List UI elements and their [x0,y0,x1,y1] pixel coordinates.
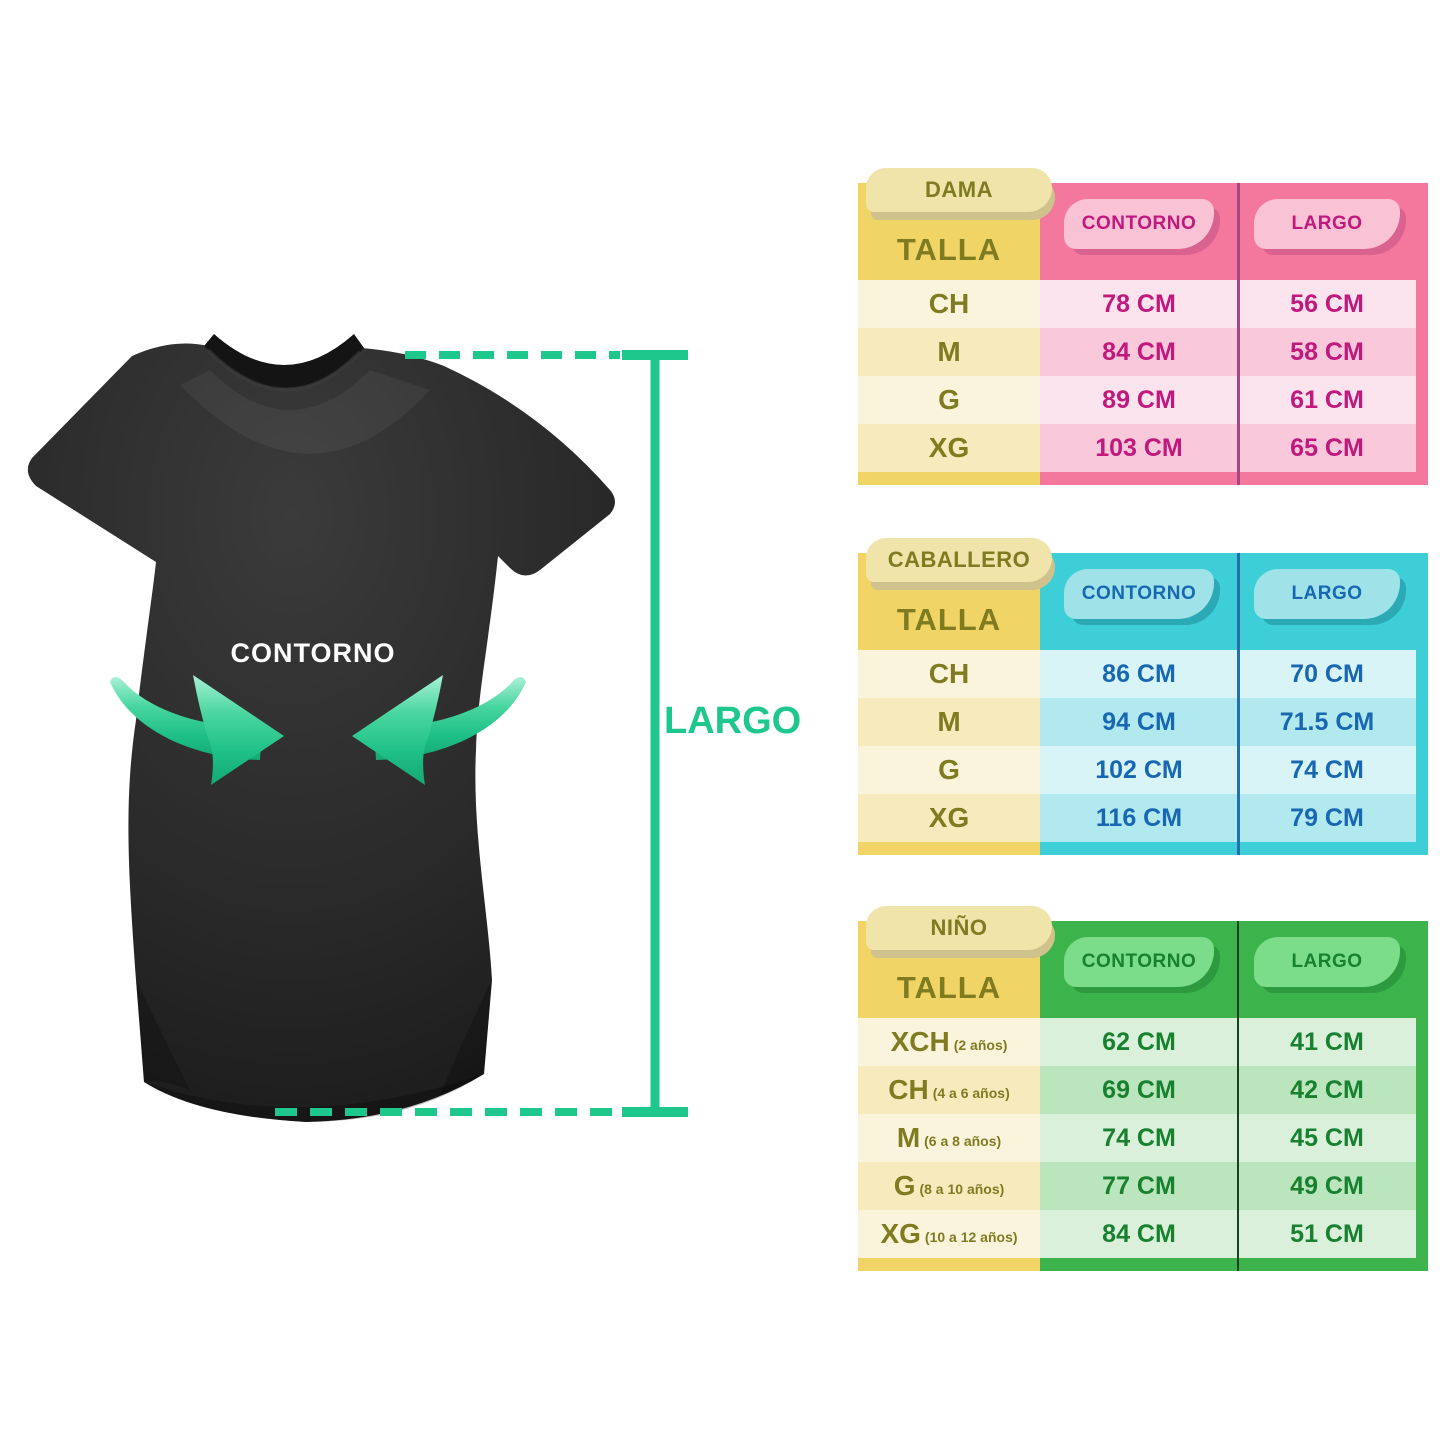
table-row: 84 CM 51 CM [1040,1210,1416,1258]
column-divider [1237,921,1239,1271]
contorno-cell: 78 CM [1102,289,1176,318]
table-row: 103 CM 65 CM [1040,424,1416,472]
table-row: 116 CM 79 CM [1040,794,1416,842]
largo-measure-line [275,350,688,1117]
contorno-cell: 77 CM [1102,1171,1176,1200]
age-label: (2 años) [953,1037,1008,1053]
largo-header-tab: LARGO [1254,569,1400,619]
talla-column: TALLA CH M G XG [858,553,1040,855]
contorno-cell: 69 CM [1102,1075,1176,1104]
table-row: 78 CM 56 CM [1040,280,1416,328]
contorno-header-tab: CONTORNO [1064,569,1214,619]
size-cell: CH [858,280,1040,328]
size-cell: M [858,328,1040,376]
size-cell: XG [858,794,1040,842]
size-cell: XCH (2 años) [858,1018,1040,1066]
contorno-cell: 102 CM [1095,755,1183,784]
age-label: (6 a 8 años) [924,1133,1002,1149]
largo-header-tab: LARGO [1254,937,1400,987]
column-divider [1237,183,1240,485]
talla-rows: CH M G XG [858,650,1040,842]
table-row: 62 CM 41 CM [1040,1018,1416,1066]
largo-cell: 61 CM [1290,385,1364,414]
largo-cell: 49 CM [1290,1171,1364,1200]
contorno-header-tab: CONTORNO [1064,937,1214,987]
size-cell: G [858,376,1040,424]
largo-cell: 56 CM [1290,289,1364,318]
age-label: (4 a 6 años) [932,1085,1010,1101]
age-label: (8 a 10 años) [919,1181,1005,1197]
contorno-cell: 89 CM [1102,385,1176,414]
group-tab-label: CABALLERO [887,547,1031,572]
group-tab-dama: DAMA [866,168,1052,212]
largo-cell: 45 CM [1290,1123,1364,1152]
shirt-contorno-label: CONTORNO [230,638,396,668]
contorno-cell: 86 CM [1102,659,1176,688]
table-row: 74 CM 45 CM [1040,1114,1416,1162]
largo-cell: 51 CM [1290,1219,1364,1248]
contorno-cell: 74 CM [1102,1123,1176,1152]
size-table-caballero: CABALLERO TALLA CH M G XG CONTORNO LARGO… [858,538,1428,855]
largo-cell: 74 CM [1290,755,1364,784]
group-tab-label: DAMA [925,177,993,202]
data-rows: 86 CM 70 CM 94 CM 71.5 CM 102 CM 74 CM 116 … [1040,650,1416,842]
group-tab-caballero: CABALLERO [866,538,1052,582]
contorno-cell: 84 CM [1102,337,1176,366]
contorno-cell: 94 CM [1102,707,1176,736]
age-label: (10 a 12 años) [924,1229,1018,1245]
data-area: CONTORNO LARGO 78 CM 56 CM 84 CM 58 CM 89 … [1040,183,1428,485]
size-cell: XG (10 a 12 años) [858,1210,1040,1258]
size-table-dama: DAMA TALLA CH M G XG CONTORNO LARGO 78 C… [858,168,1428,485]
tshirt-illustration [27,334,688,1122]
contorno-cell: 103 CM [1095,433,1183,462]
data-rows: 78 CM 56 CM 84 CM 58 CM 89 CM 61 CM 103 CM 6… [1040,280,1416,472]
largo-cell: 65 CM [1290,433,1364,462]
contorno-cell: 116 CM [1095,803,1183,832]
size-table-nino: NIÑO TALLA XCH (2 años) CH (4 a 6 años) M(… [858,906,1428,1271]
table-row: 77 CM 49 CM [1040,1162,1416,1210]
data-area: CONTORNO LARGO 86 CM 70 CM 94 CM 71.5 CM 1… [1040,553,1428,855]
table-row: 102 CM 74 CM [1040,746,1416,794]
talla-header: TALLA [896,970,1002,1005]
size-cell: CH [858,650,1040,698]
size-cell: G [858,746,1040,794]
table-row: 69 CM 42 CM [1040,1066,1416,1114]
largo-cell: 58 CM [1290,337,1364,366]
shirt-largo-label: LARGO [664,700,802,742]
contorno-cell: 84 CM [1102,1219,1176,1248]
largo-cell: 71.5 CM [1279,707,1375,736]
data-rows: 62 CM 41 CM 69 CM 42 CM 74 CM 45 CM 77 CM 49… [1040,1018,1416,1258]
largo-cell: 42 CM [1290,1075,1364,1104]
talla-header: TALLA [896,232,1002,267]
tshirt-graphic [27,334,616,1122]
group-tab-nino: NIÑO [866,906,1052,950]
talla-header: TALLA [896,602,1002,637]
data-area: CONTORNO LARGO 62 CM 41 CM 69 CM 42 CM 74 … [1040,921,1428,1271]
talla-column: TALLA CH M G XG [858,183,1040,485]
table-row: 84 CM 58 CM [1040,328,1416,376]
size-cell: M [858,698,1040,746]
largo-cell: 70 CM [1290,659,1364,688]
size-cell: XG [858,424,1040,472]
largo-header-tab: LARGO [1254,199,1400,249]
size-cell: M (6 a 8 años) [858,1114,1040,1162]
column-divider [1237,553,1240,855]
talla-rows: CH M G XG [858,280,1040,472]
contorno-header-tab: CONTORNO [1064,199,1214,249]
size-cell: CH (4 a 6 años) [858,1066,1040,1114]
table-row: 89 CM 61 CM [1040,376,1416,424]
largo-cell: 41 CM [1290,1027,1364,1056]
group-tab-label: NIÑO [930,915,988,940]
talla-rows: XCH (2 años) CH (4 a 6 años) M (6 a 8 años)… [858,1018,1040,1258]
contorno-arrows-icon [110,675,526,785]
contorno-cell: 62 CM [1102,1027,1176,1056]
size-cell: G (8 a 10 años) [858,1162,1040,1210]
largo-cell: 79 CM [1290,803,1364,832]
table-row: 94 CM 71.5 CM [1040,698,1416,746]
table-row: 86 CM 70 CM [1040,650,1416,698]
talla-column: TALLA XCH (2 años) CH (4 a 6 años) M (6 a 8… [858,921,1040,1271]
